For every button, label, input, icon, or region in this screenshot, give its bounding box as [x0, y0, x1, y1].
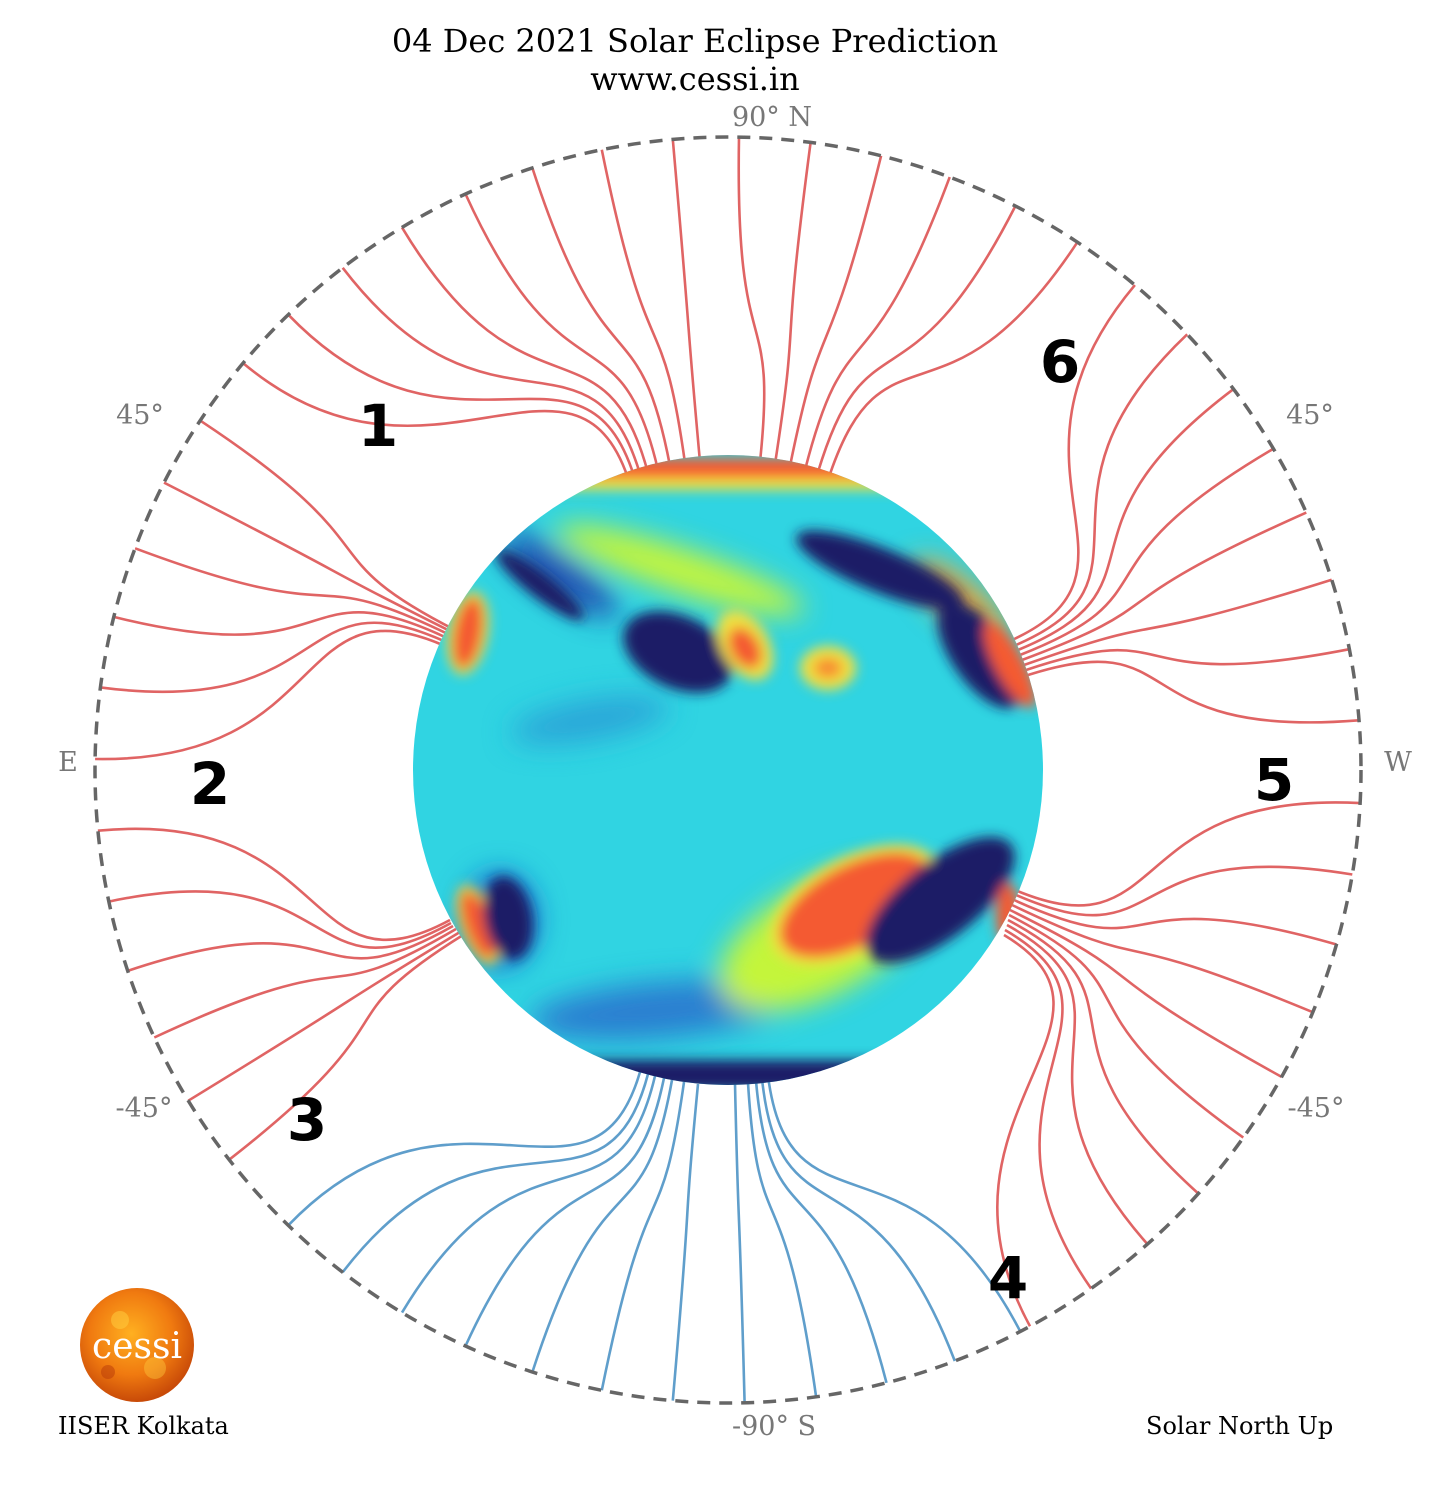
region-label-3: 3: [287, 1086, 327, 1154]
field-line: [816, 205, 1017, 473]
title-line-2: www.cessi.in: [590, 60, 800, 98]
field-line: [464, 1077, 666, 1347]
logo-text: cessi: [92, 1326, 182, 1367]
field-line: [737, 137, 766, 463]
footer-orientation-note: Solar North Up: [1146, 1412, 1334, 1440]
field-line: [1017, 388, 1235, 652]
field-line: [228, 933, 464, 1161]
region-label-5: 5: [1254, 746, 1294, 814]
axis-label-east: E: [58, 747, 78, 778]
field-line: [754, 1080, 888, 1384]
negative-field-lines: [287, 1071, 1022, 1403]
field-line: [1008, 913, 1245, 1139]
field-line: [113, 611, 448, 640]
field-line: [1015, 865, 1353, 917]
field-line: [199, 419, 456, 632]
field-line: [1025, 647, 1350, 672]
axis-label-south: -90° S: [732, 1411, 816, 1442]
field-line: [600, 1081, 686, 1391]
outer-boundary-circle: [93, 135, 1363, 1405]
field-line: [153, 927, 457, 1039]
field-line: [400, 1075, 657, 1314]
field-line: [828, 241, 1079, 475]
field-line: [1019, 447, 1275, 657]
region-label-2: 2: [190, 750, 230, 818]
field-line: [733, 1083, 746, 1403]
field-line: [1027, 660, 1360, 724]
field-line: [1004, 928, 1093, 1290]
region-label-1: 1: [358, 392, 398, 460]
field-line: [1021, 511, 1307, 662]
field-line: [400, 226, 650, 474]
axis-label-north: 90° N: [732, 102, 812, 133]
region-label-4: 4: [988, 1244, 1028, 1312]
field-line: [1006, 923, 1149, 1245]
field-line: [287, 313, 636, 477]
field-line: [95, 629, 446, 761]
field-line: [127, 924, 454, 973]
axis-label-upper-right: 45°: [1286, 400, 1334, 431]
field-line: [1013, 898, 1337, 946]
field-line: [1015, 333, 1189, 647]
field-line: [773, 142, 812, 465]
region-label-6: 6: [1040, 328, 1080, 396]
axis-label-upper-left: 45°: [116, 400, 164, 431]
field-line: [671, 139, 702, 463]
field-line: [341, 267, 642, 475]
field-line: [1014, 801, 1361, 907]
field-line: [242, 362, 630, 479]
field-line: [187, 930, 461, 1102]
field-line: [531, 167, 672, 467]
figure-title: 04 Dec 2021 Solar Eclipse Prediction www…: [0, 22, 1390, 98]
solar-disk-magnetogram: [413, 455, 1043, 1085]
cessi-logo: cessi: [80, 1288, 194, 1402]
field-line: [671, 1083, 700, 1401]
positive-field-lines: [95, 137, 1361, 1327]
field-line: [163, 481, 453, 634]
field-line: [97, 827, 451, 942]
field-line: [996, 933, 1055, 1327]
field-line: [134, 547, 451, 637]
field-line: [1023, 578, 1333, 667]
field-line: [1009, 908, 1283, 1079]
field-line: [788, 155, 883, 467]
field-line: [1007, 918, 1200, 1195]
axis-label-lower-left: -45°: [116, 1093, 173, 1124]
field-line: [100, 621, 447, 694]
field-line: [766, 1075, 1022, 1333]
field-line: [760, 1078, 957, 1362]
field-line: [1011, 903, 1314, 1014]
field-line: [1011, 284, 1136, 642]
field-line: [803, 176, 951, 471]
title-line-1: 04 Dec 2021 Solar Eclipse Prediction: [391, 22, 999, 60]
field-line: [108, 890, 452, 949]
footer-institution: IISER Kolkata: [58, 1412, 229, 1440]
axis-label-lower-right: -45°: [1288, 1093, 1345, 1124]
field-line: [746, 1082, 818, 1397]
field-line: [287, 1071, 642, 1227]
axis-label-west: W: [1384, 747, 1412, 778]
field-line: [531, 1079, 674, 1373]
field-line: [341, 1073, 650, 1273]
field-line: [464, 193, 660, 471]
field-line: [600, 149, 687, 464]
